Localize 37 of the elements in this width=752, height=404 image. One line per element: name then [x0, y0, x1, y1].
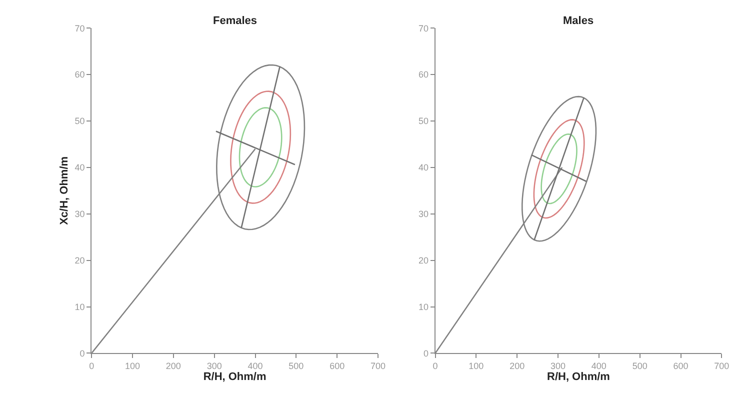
x-axis-title: R/H, Ohm/m — [203, 371, 266, 384]
x-tick-label: 0 — [432, 361, 438, 371]
x-axis-title: R/H, Ohm/m — [547, 371, 610, 384]
x-tick-label: 600 — [330, 361, 345, 371]
x-tick-label: 400 — [591, 361, 606, 371]
x-tick-label: 100 — [124, 361, 140, 371]
x-tick-label: 100 — [468, 361, 484, 371]
x-tick-label: 0 — [89, 361, 94, 371]
y-tick-label: 30 — [418, 209, 428, 220]
y-tick-label: 30 — [74, 209, 85, 220]
chart-title: Females — [213, 15, 258, 27]
y-tick-label: 60 — [74, 70, 85, 80]
y-tick-label: 20 — [418, 255, 428, 266]
y-tick-label: 70 — [418, 23, 428, 34]
y-tick-label: 10 — [418, 302, 428, 312]
x-tick-label: 300 — [206, 361, 222, 371]
y-tick-label: 40 — [418, 162, 428, 173]
y-tick-label: 40 — [74, 162, 85, 173]
y-tick-label: 10 — [74, 302, 85, 312]
y-tick-label: 60 — [418, 70, 428, 80]
x-tick-label: 600 — [673, 361, 688, 371]
x-tick-label: 700 — [714, 361, 730, 371]
chart-title: Males — [563, 15, 594, 27]
y-tick-label: 50 — [74, 116, 85, 126]
x-tick-label: 200 — [166, 361, 181, 371]
y-tick-label: 70 — [74, 23, 85, 34]
y-tick-label: 50 — [418, 116, 428, 126]
x-tick-label: 500 — [288, 361, 304, 371]
x-tick-label: 200 — [510, 361, 525, 371]
y-axis-title: Xc/H, Ohm/m — [58, 156, 70, 225]
x-tick-label: 700 — [370, 361, 386, 371]
y-tick-label: 0 — [80, 348, 85, 358]
x-tick-label: 400 — [248, 361, 263, 371]
y-tick-label: 20 — [74, 255, 85, 266]
x-tick-label: 300 — [550, 361, 566, 371]
y-tick-label: 0 — [423, 348, 428, 358]
x-tick-label: 500 — [632, 361, 648, 371]
